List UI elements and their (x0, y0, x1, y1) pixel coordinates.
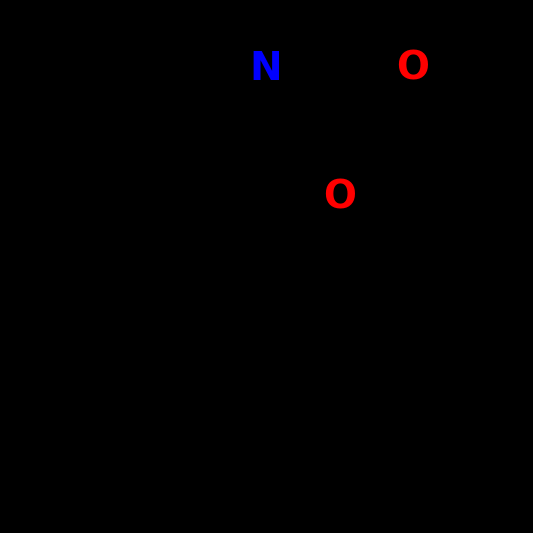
Text: O: O (323, 179, 356, 216)
Text: N: N (249, 50, 282, 88)
Text: O: O (397, 50, 430, 88)
Text: H: H (253, 85, 279, 114)
